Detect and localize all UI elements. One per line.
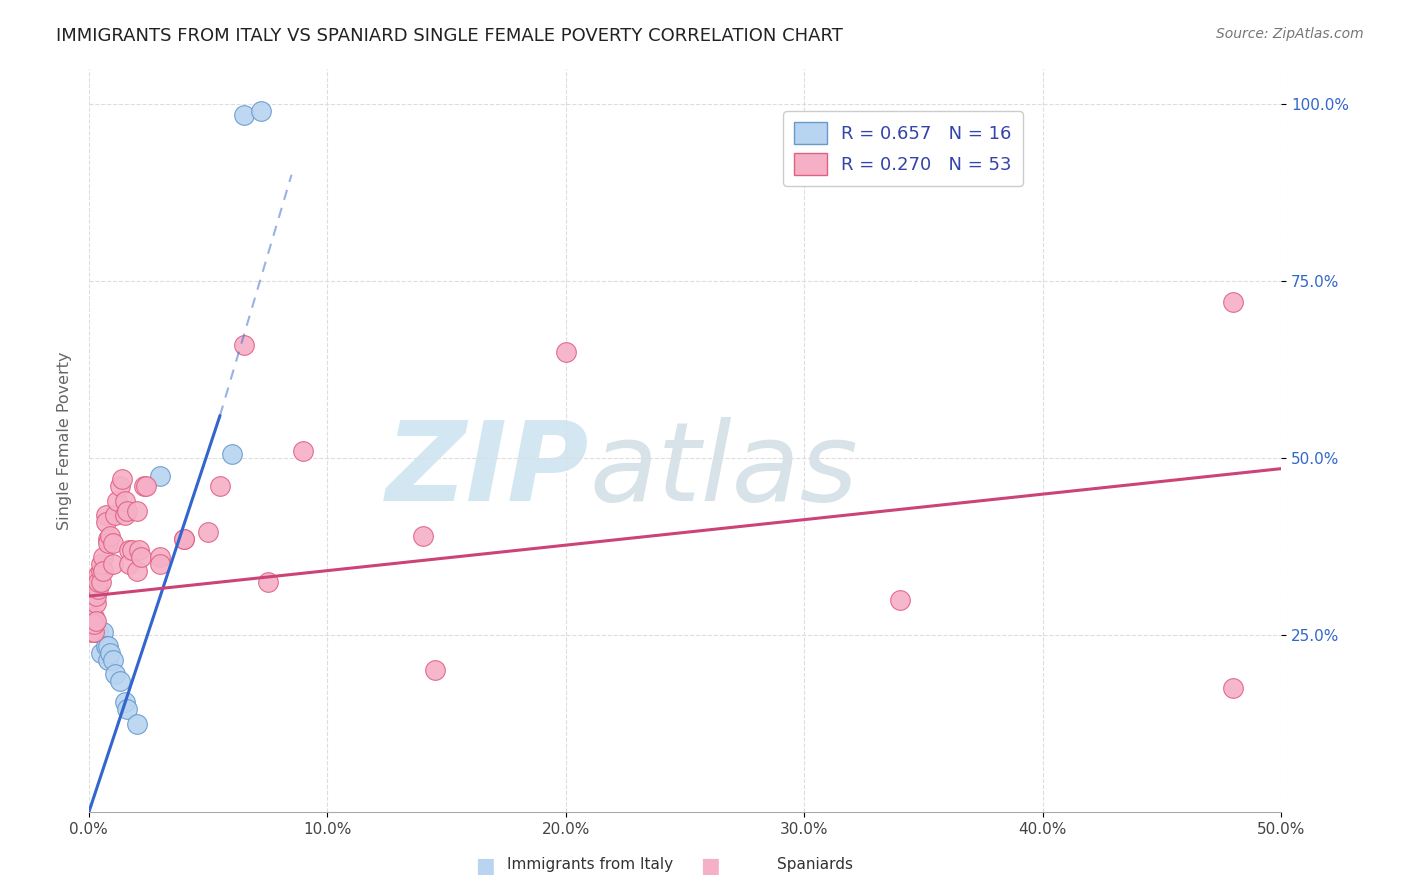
Point — [94, 515, 117, 529]
Point — [83, 624, 105, 639]
Point — [114, 695, 136, 709]
Point — [80, 624, 103, 639]
Point — [118, 558, 141, 572]
Y-axis label: Single Female Poverty: Single Female Poverty — [58, 351, 72, 530]
Point — [132, 479, 155, 493]
Point — [221, 448, 243, 462]
Point — [104, 667, 127, 681]
Point — [118, 543, 141, 558]
Text: IMMIGRANTS FROM ITALY VS SPANIARD SINGLE FEMALE POVERTY CORRELATION CHART: IMMIGRANTS FROM ITALY VS SPANIARD SINGLE… — [56, 27, 844, 45]
Point — [197, 525, 219, 540]
Text: ■: ■ — [475, 856, 495, 876]
Point — [149, 550, 172, 565]
Point — [101, 536, 124, 550]
Point — [1222, 295, 1244, 310]
Point — [90, 646, 112, 660]
Point — [84, 589, 107, 603]
Point — [108, 674, 131, 689]
Point — [554, 344, 576, 359]
Point — [232, 337, 254, 351]
Point — [173, 533, 195, 547]
Point — [91, 565, 114, 579]
Text: ■: ■ — [700, 856, 720, 876]
Point — [97, 533, 120, 547]
Point — [90, 574, 112, 589]
Text: atlas: atlas — [589, 417, 858, 524]
Point — [90, 558, 112, 572]
Point — [173, 533, 195, 547]
Point — [125, 504, 148, 518]
Point — [84, 624, 107, 639]
Point — [80, 610, 103, 624]
Point — [84, 596, 107, 610]
Point — [232, 107, 254, 121]
Point — [90, 565, 112, 579]
Point — [128, 543, 150, 558]
Point — [256, 574, 278, 589]
Point — [121, 543, 143, 558]
Point — [208, 479, 231, 493]
Point — [107, 493, 129, 508]
Point — [249, 103, 271, 118]
Point — [83, 617, 105, 632]
Point — [114, 493, 136, 508]
Text: Spaniards: Spaniards — [778, 857, 853, 872]
Point — [98, 646, 121, 660]
Point — [94, 508, 117, 522]
Point — [149, 468, 172, 483]
Point — [101, 558, 124, 572]
Point — [87, 582, 110, 596]
Point — [87, 574, 110, 589]
Point — [412, 529, 434, 543]
Point — [149, 558, 172, 572]
Point — [84, 614, 107, 628]
Point — [125, 565, 148, 579]
Point — [91, 624, 114, 639]
Text: ZIP: ZIP — [387, 417, 589, 524]
Point — [125, 716, 148, 731]
Text: Immigrants from Italy: Immigrants from Italy — [508, 857, 673, 872]
Point — [83, 610, 105, 624]
Legend: R = 0.657   N = 16, R = 0.270   N = 53: R = 0.657 N = 16, R = 0.270 N = 53 — [783, 111, 1022, 186]
Point — [115, 504, 138, 518]
Point — [97, 653, 120, 667]
Point — [98, 529, 121, 543]
Point — [87, 567, 110, 582]
Point — [87, 624, 110, 639]
Point — [101, 653, 124, 667]
Point — [889, 592, 911, 607]
Point — [115, 702, 138, 716]
Point — [104, 508, 127, 522]
Point — [83, 624, 105, 639]
Point — [1222, 681, 1244, 696]
Point — [114, 508, 136, 522]
Point — [111, 472, 134, 486]
Point — [135, 479, 157, 493]
Point — [292, 444, 315, 458]
Point — [97, 536, 120, 550]
Point — [97, 639, 120, 653]
Point — [108, 479, 131, 493]
Point — [94, 639, 117, 653]
Point — [423, 664, 446, 678]
Text: Source: ZipAtlas.com: Source: ZipAtlas.com — [1216, 27, 1364, 41]
Point — [91, 550, 114, 565]
Point — [131, 550, 153, 565]
